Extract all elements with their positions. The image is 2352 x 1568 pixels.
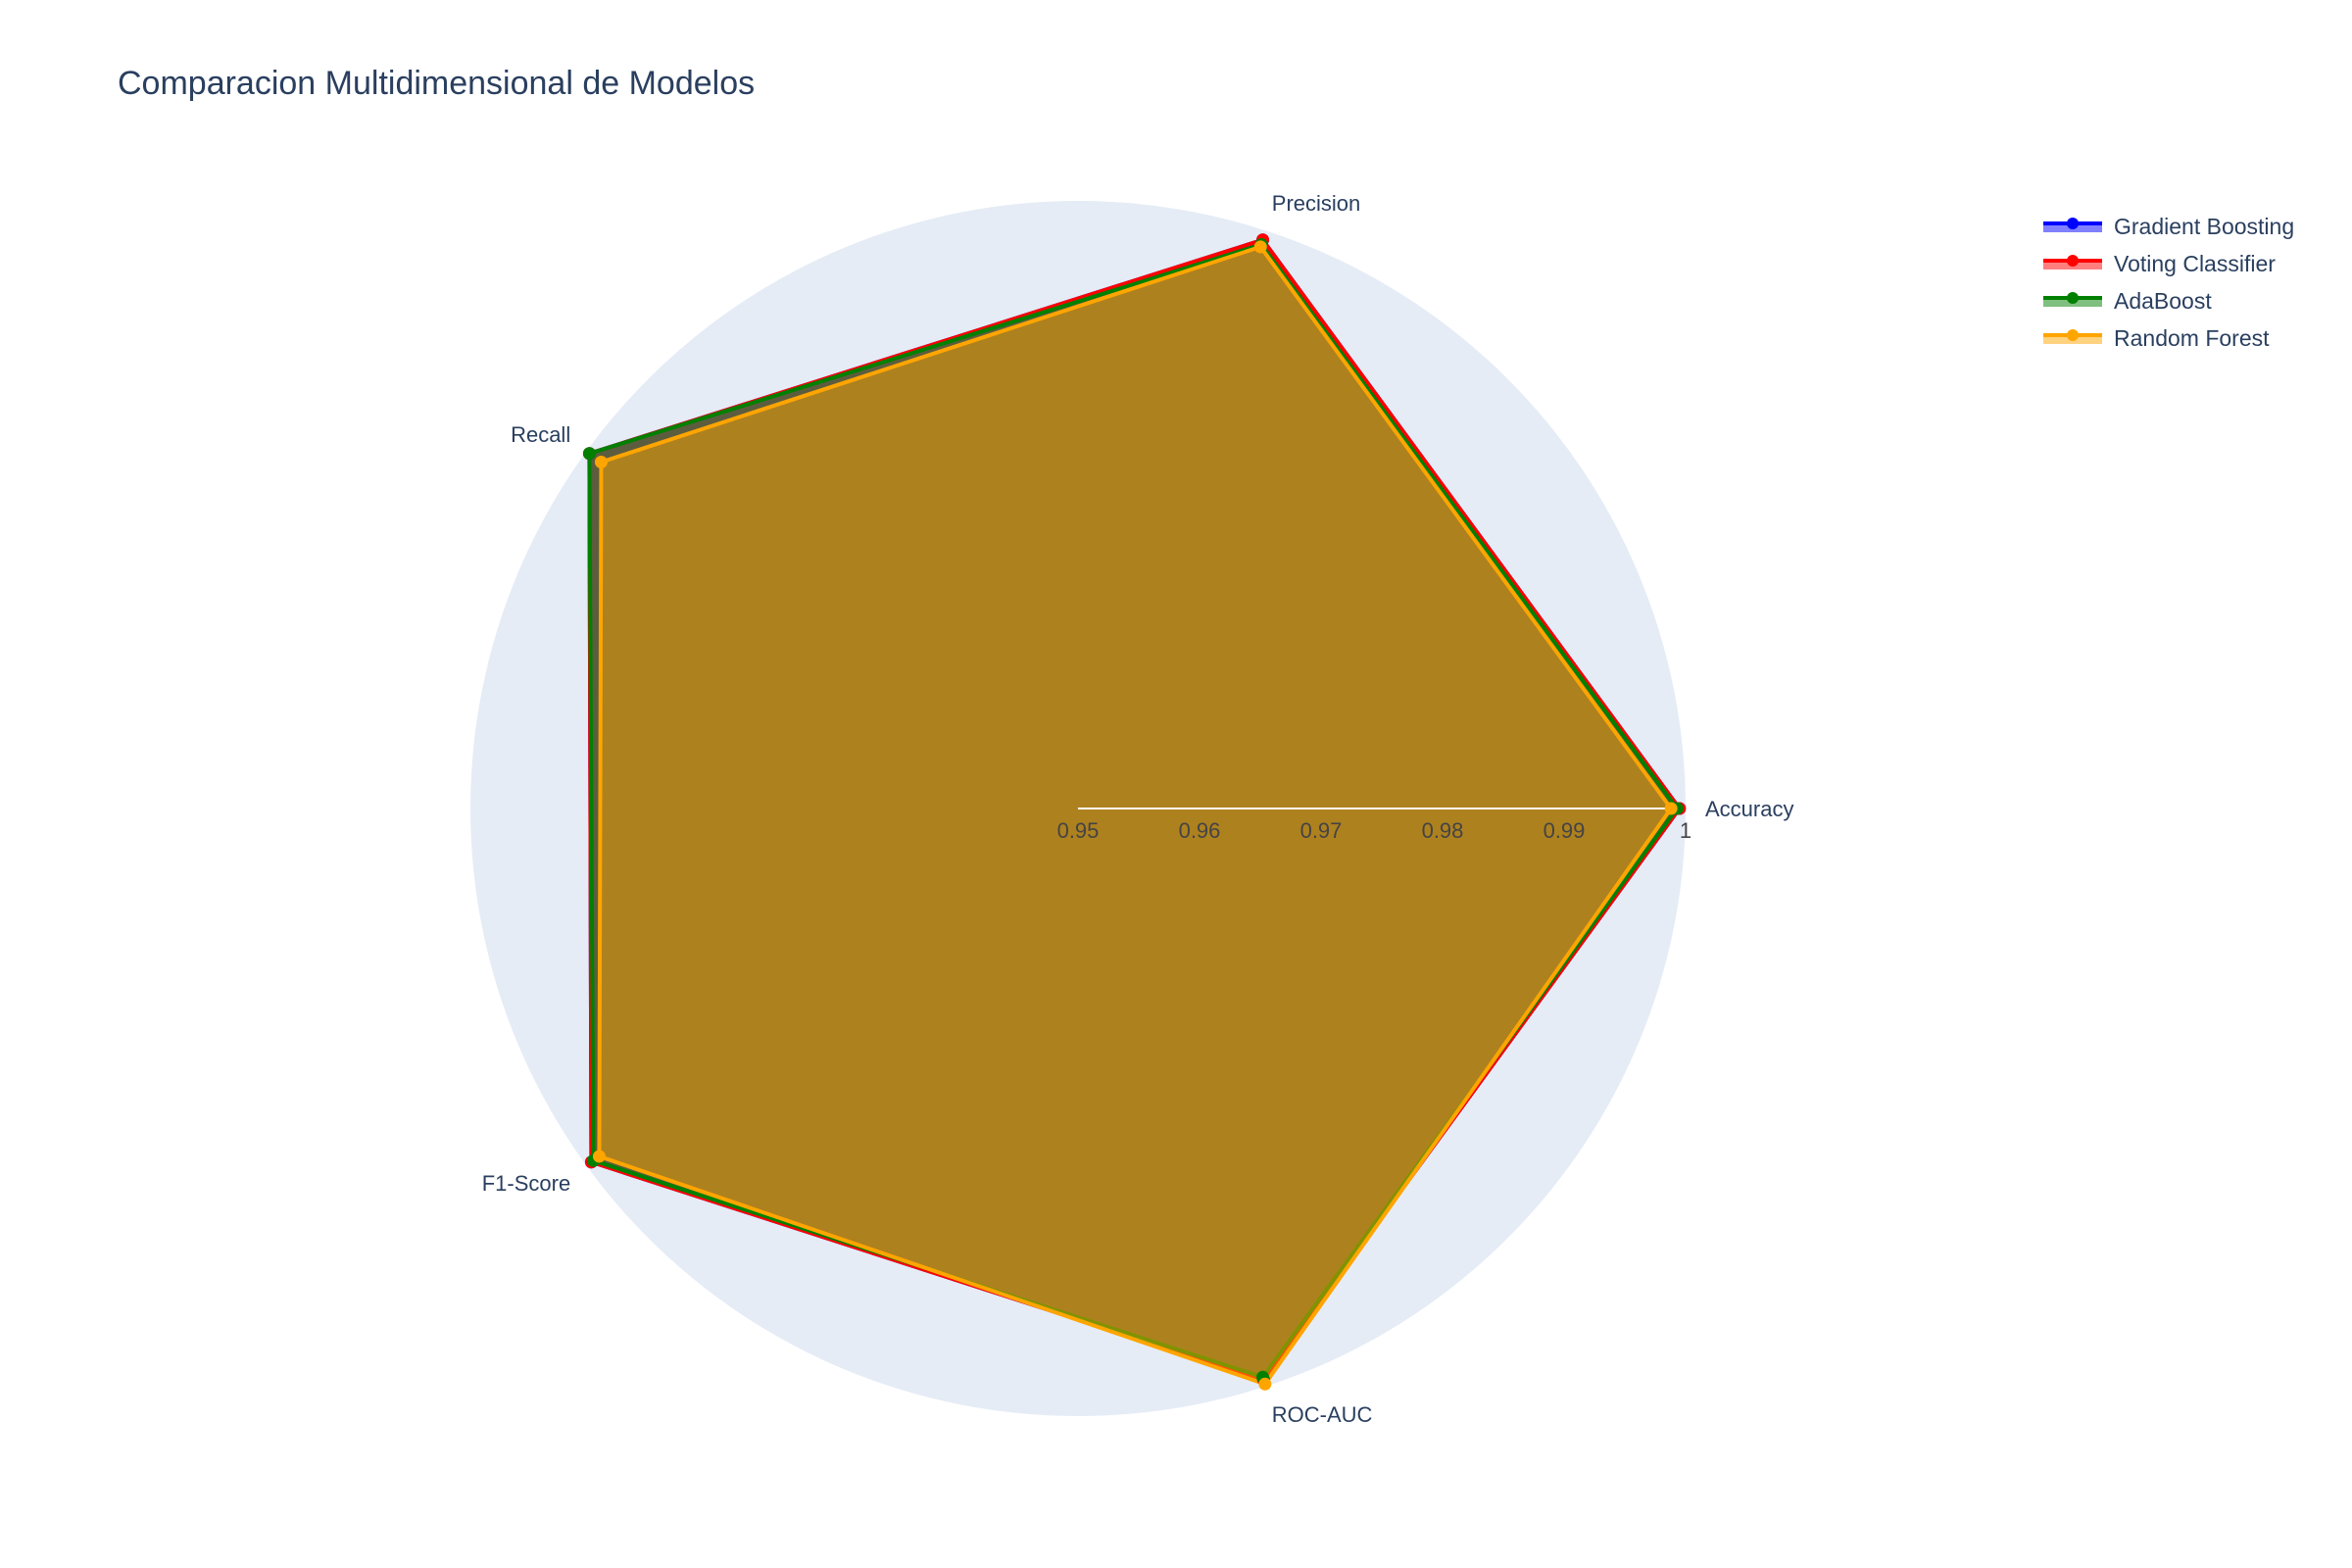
legend-label: Voting Classifier bbox=[2114, 250, 2276, 276]
radial-tick-labels: 0.95 0.96 0.97 0.98 0.99 1 bbox=[1057, 818, 1692, 843]
chart-title: Comparacion Multidimensional de Modelos bbox=[118, 65, 756, 102]
legend: Gradient Boosting Voting Classifier AdaBoo… bbox=[2043, 208, 2294, 357]
radial-tick-label: 0.95 bbox=[1057, 818, 1100, 843]
angular-axis-labels: Accuracy Precision Recall F1-Score ROC-AUC bbox=[482, 191, 1794, 1427]
data-point-adaboost[interactable] bbox=[582, 447, 596, 461]
legend-item-adaboost[interactable]: AdaBoost bbox=[2043, 282, 2294, 319]
legend-label: AdaBoost bbox=[2114, 287, 2212, 314]
legend-swatch bbox=[2043, 289, 2102, 313]
data-point-random-forest[interactable] bbox=[1258, 1377, 1272, 1391]
data-point-random-forest[interactable] bbox=[592, 1150, 606, 1163]
legend-swatch bbox=[2043, 215, 2102, 238]
series-points bbox=[582, 233, 1687, 1391]
radial-tick-label: 0.96 bbox=[1179, 818, 1221, 843]
legend-item-gradient-boosting[interactable]: Gradient Boosting bbox=[2043, 208, 2294, 245]
angular-label-precision: Precision bbox=[1272, 191, 1360, 216]
legend-swatch bbox=[2043, 326, 2102, 350]
angular-label-f1-score: F1-Score bbox=[482, 1171, 570, 1196]
angular-label-accuracy: Accuracy bbox=[1705, 797, 1793, 821]
legend-item-random-forest[interactable]: Random Forest bbox=[2043, 319, 2294, 357]
series-area-random-forest bbox=[597, 244, 1674, 1387]
legend-item-voting-classifier[interactable]: Voting Classifier bbox=[2043, 245, 2294, 282]
legend-label: Random Forest bbox=[2114, 324, 2270, 351]
legend-swatch bbox=[2043, 252, 2102, 275]
data-point-random-forest[interactable] bbox=[594, 456, 608, 469]
legend-label: Gradient Boosting bbox=[2114, 213, 2295, 239]
angular-label-roc-auc: ROC-AUC bbox=[1272, 1402, 1373, 1427]
angular-label-recall: Recall bbox=[511, 422, 570, 447]
radial-tick-label: 0.97 bbox=[1300, 818, 1343, 843]
data-point-random-forest[interactable] bbox=[1253, 240, 1267, 254]
data-point-random-forest[interactable] bbox=[1664, 802, 1678, 815]
radial-tick-label: 0.98 bbox=[1422, 818, 1464, 843]
series-polygons bbox=[587, 237, 1682, 1387]
radial-tick-label: 0.99 bbox=[1544, 818, 1586, 843]
radial-tick-label: 1 bbox=[1680, 818, 1691, 843]
